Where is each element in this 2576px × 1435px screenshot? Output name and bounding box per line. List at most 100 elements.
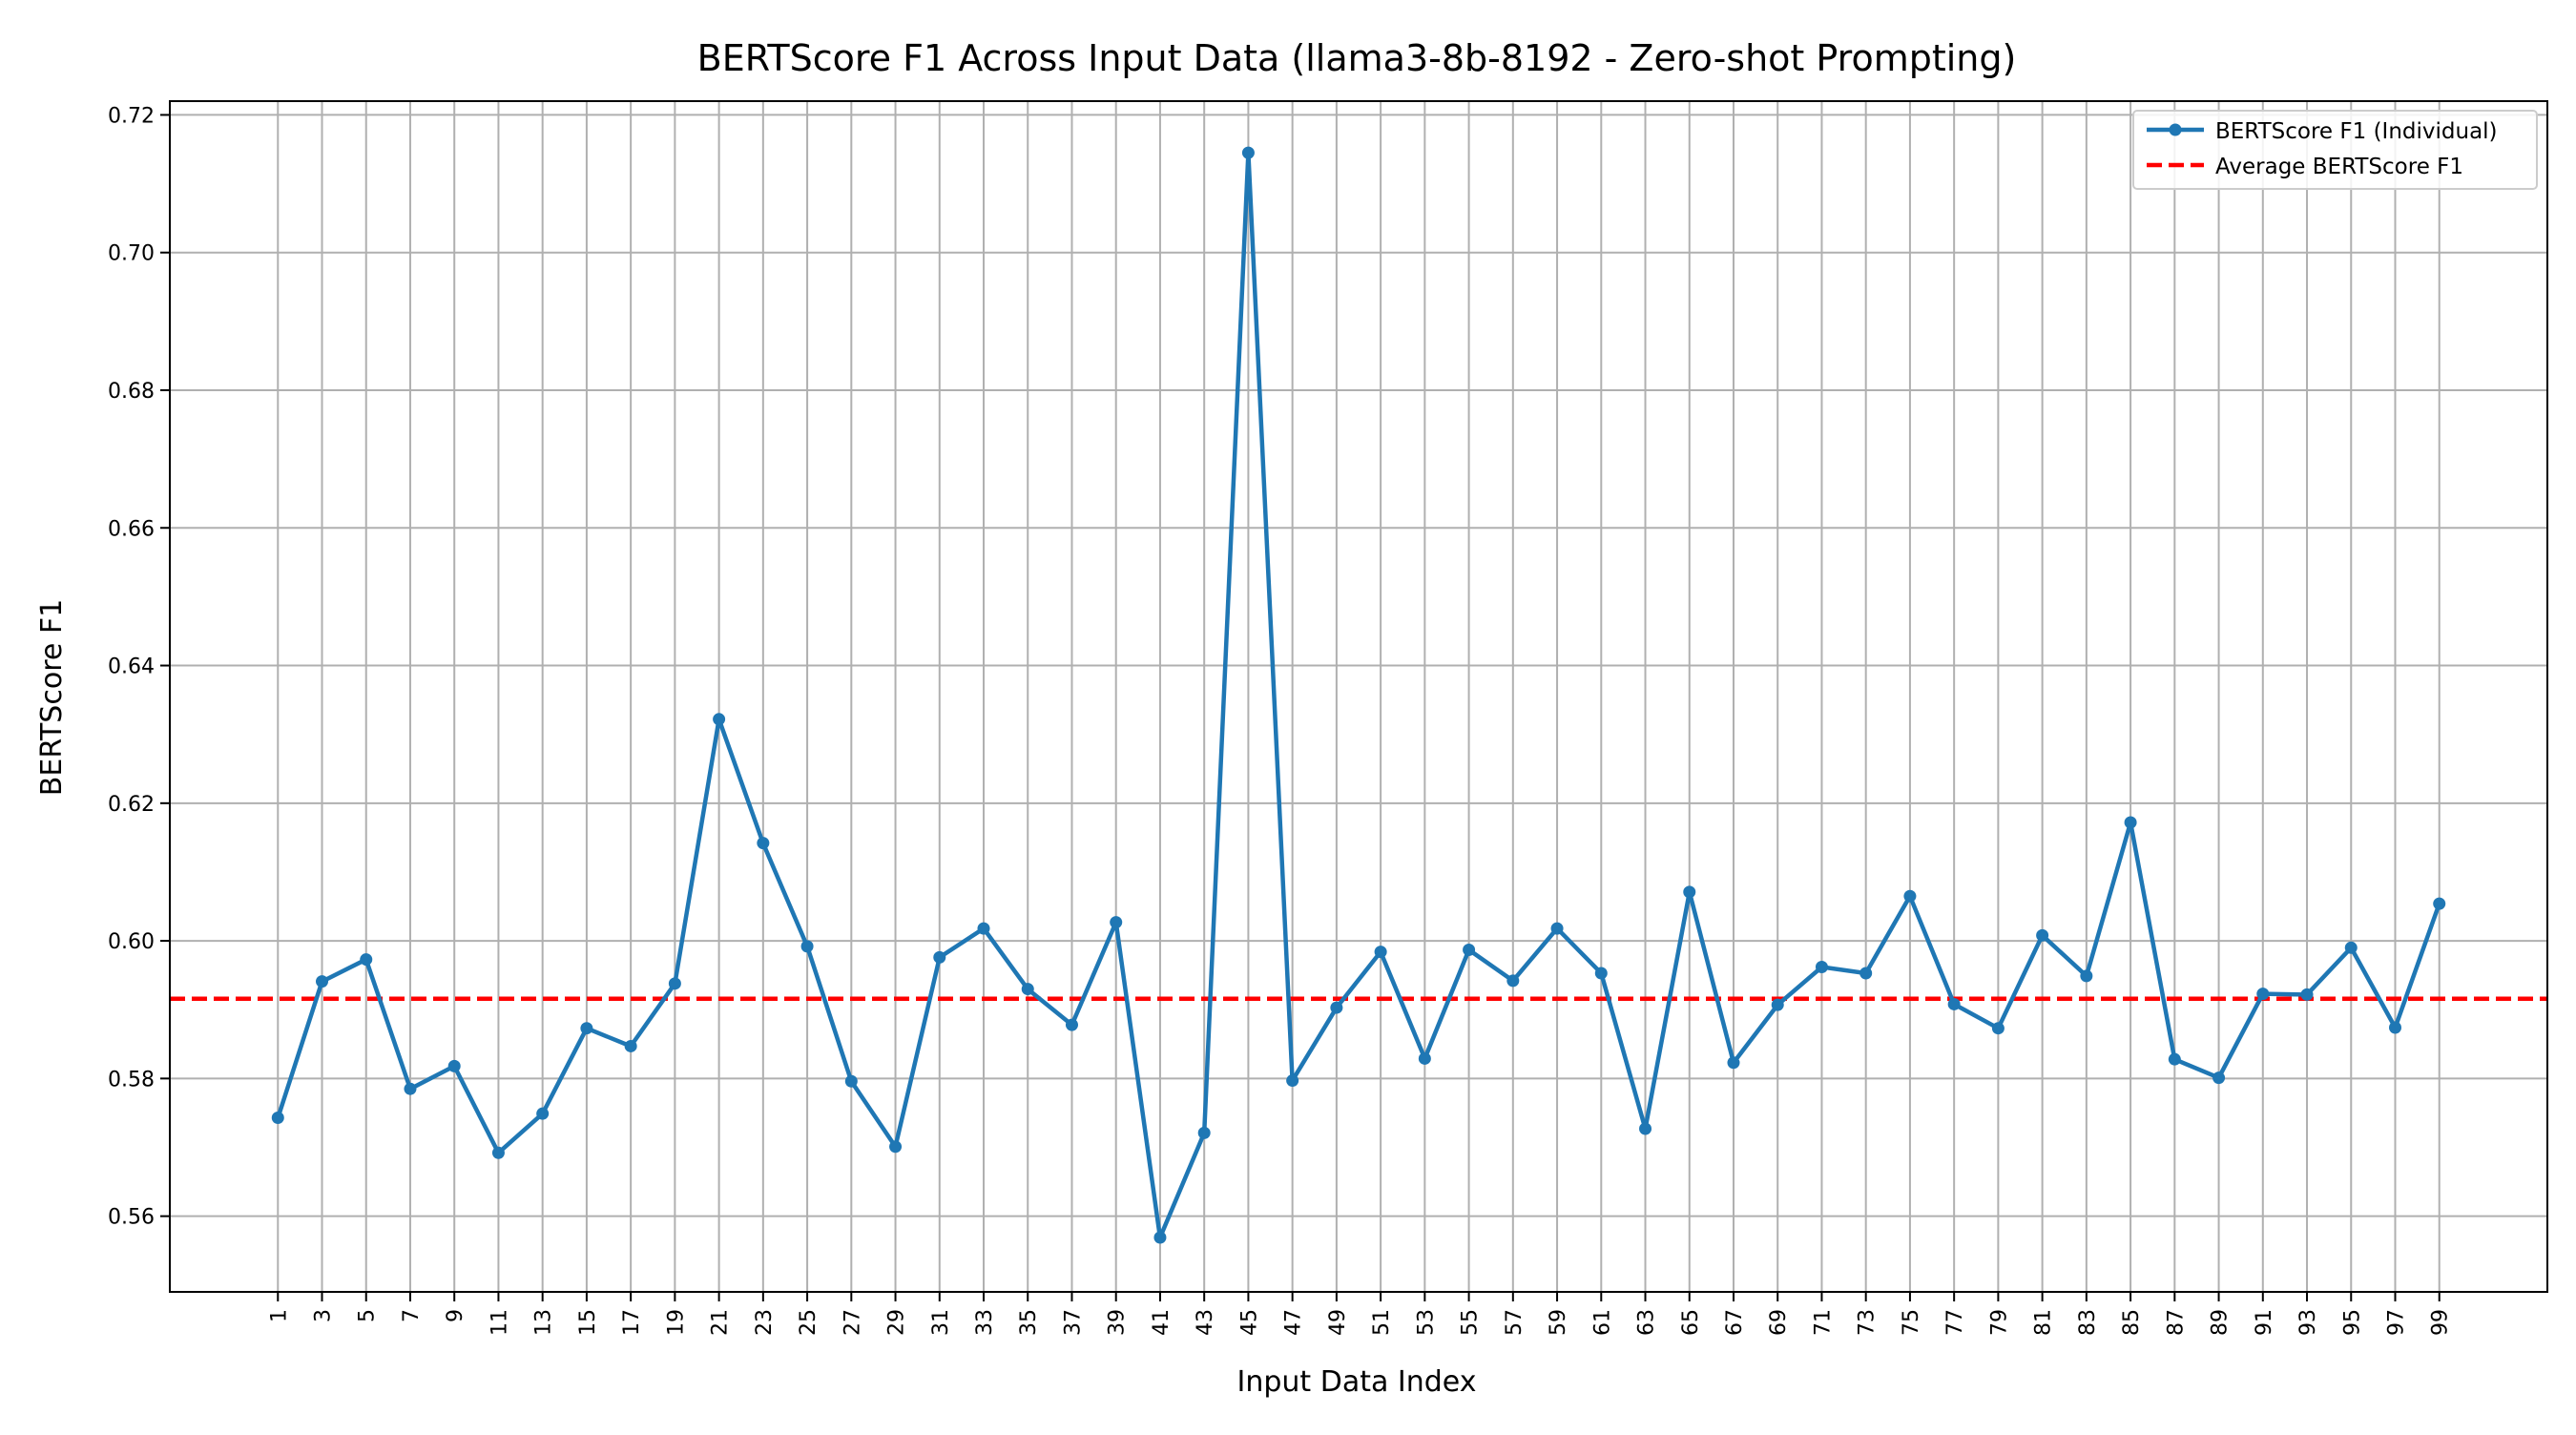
x-tick-label: 43 [1194, 1309, 1217, 1336]
x-tick-label: 33 [973, 1309, 997, 1336]
x-tick-label: 35 [1017, 1309, 1041, 1336]
x-tick-label: 19 [664, 1309, 688, 1336]
x-tick-label: 89 [2209, 1309, 2233, 1336]
data-point [1594, 967, 1608, 980]
x-tick-label: 79 [1987, 1309, 2011, 1336]
data-point [2300, 988, 2314, 1001]
x-tick-label: 27 [841, 1309, 864, 1336]
x-tick-label: 49 [1326, 1309, 1350, 1336]
data-point [1859, 967, 1873, 980]
data-point [1903, 889, 1917, 903]
data-point [844, 1074, 858, 1088]
y-tick-label: 0.60 [108, 930, 155, 954]
data-point [316, 975, 329, 988]
x-tick-label: 29 [885, 1309, 909, 1336]
data-point [1550, 922, 1564, 935]
x-tick-label: 51 [1370, 1309, 1394, 1336]
x-axis-label: Input Data Index [1237, 1365, 1477, 1399]
data-point [1463, 943, 1476, 956]
x-tick-label: 99 [2429, 1309, 2453, 1336]
y-tick-label: 0.70 [108, 242, 155, 266]
chart-title: BERTScore F1 Across Input Data (llama3-8… [697, 37, 2017, 79]
series-layer [271, 146, 2446, 1244]
data-point [1639, 1122, 1652, 1135]
data-point [1374, 946, 1387, 959]
data-point [1727, 1056, 1740, 1070]
y-axis-label: BERTScore F1 [35, 599, 69, 796]
y-tick-label: 0.66 [108, 517, 155, 541]
x-tick-label: 73 [1856, 1309, 1880, 1336]
x-tick-label: 67 [1723, 1309, 1747, 1336]
data-point [1330, 1001, 1343, 1014]
legend-box [2132, 110, 2538, 190]
x-tick-label: 13 [532, 1309, 556, 1336]
x-tick-label: 61 [1590, 1309, 1614, 1336]
plot-frame [169, 100, 2548, 1293]
data-point [1418, 1051, 1431, 1065]
y-axis-ticks: 0.56 0.58 0.60 0.62 0.64 0.66 0.68 0.70 0.72 [108, 104, 170, 1230]
data-point [889, 1140, 903, 1154]
data-point [2080, 969, 2093, 983]
x-tick-label: 81 [2032, 1309, 2056, 1336]
x-tick-label: 75 [1900, 1309, 1923, 1336]
x-tick-label: 7 [400, 1309, 424, 1322]
data-point [491, 1146, 505, 1159]
data-point [624, 1039, 637, 1052]
data-point [2212, 1071, 2226, 1085]
x-tick-label: 31 [929, 1309, 953, 1336]
x-tick-label: 53 [1414, 1309, 1438, 1336]
x-tick-label: 9 [444, 1309, 467, 1322]
x-tick-label: 37 [1061, 1309, 1085, 1336]
x-tick-label: 85 [2120, 1309, 2144, 1336]
data-point [2344, 941, 2358, 954]
data-point [668, 977, 681, 990]
legend-label-individual: BERTScore F1 (Individual) [2215, 119, 2498, 144]
x-tick-label: 5 [356, 1309, 380, 1322]
data-point [1683, 885, 1696, 899]
data-point [1506, 974, 1520, 988]
data-point [360, 953, 373, 967]
x-tick-label: 55 [1459, 1309, 1483, 1336]
y-tick-label: 0.58 [108, 1068, 155, 1092]
series-line-individual [276, 150, 2441, 1240]
data-point [2388, 1021, 2401, 1034]
data-point [1197, 1126, 1211, 1139]
data-point [1771, 998, 1784, 1011]
data-point [2256, 988, 2270, 1001]
data-point [933, 950, 946, 964]
x-tick-label: 25 [797, 1309, 821, 1336]
data-point [404, 1082, 417, 1095]
x-tick-label: 91 [2253, 1309, 2276, 1336]
x-tick-label: 15 [576, 1309, 600, 1336]
legend-marker-swatch [2169, 123, 2182, 136]
x-tick-label: 47 [1282, 1309, 1306, 1336]
data-point [1286, 1074, 1299, 1088]
data-point [977, 922, 990, 935]
x-tick-label: 97 [2384, 1309, 2408, 1336]
data-point [713, 713, 726, 726]
y-tick-label: 0.72 [108, 104, 155, 128]
x-tick-label: 39 [1106, 1309, 1130, 1336]
x-tick-label: 65 [1679, 1309, 1703, 1336]
x-tick-label: 17 [620, 1309, 644, 1336]
data-point [271, 1111, 284, 1124]
data-point [800, 940, 814, 953]
data-point [1110, 916, 1123, 929]
x-tick-label: 45 [1237, 1309, 1261, 1336]
x-tick-label: 23 [753, 1309, 777, 1336]
x-tick-label: 87 [2164, 1309, 2188, 1336]
data-point [2168, 1052, 2181, 1066]
data-point [447, 1059, 461, 1072]
data-point [2036, 928, 2049, 942]
x-tick-label: 95 [2340, 1309, 2364, 1336]
x-tick-label: 57 [1503, 1309, 1527, 1336]
data-point [1241, 146, 1255, 159]
x-tick-label: 59 [1547, 1309, 1570, 1336]
data-point [2433, 897, 2446, 910]
legend: BERTScore F1 (Individual) Average BERTSc… [2132, 110, 2538, 190]
data-point [1065, 1018, 1078, 1031]
x-tick-label: 83 [2076, 1309, 2100, 1336]
y-tick-label: 0.56 [108, 1206, 155, 1230]
